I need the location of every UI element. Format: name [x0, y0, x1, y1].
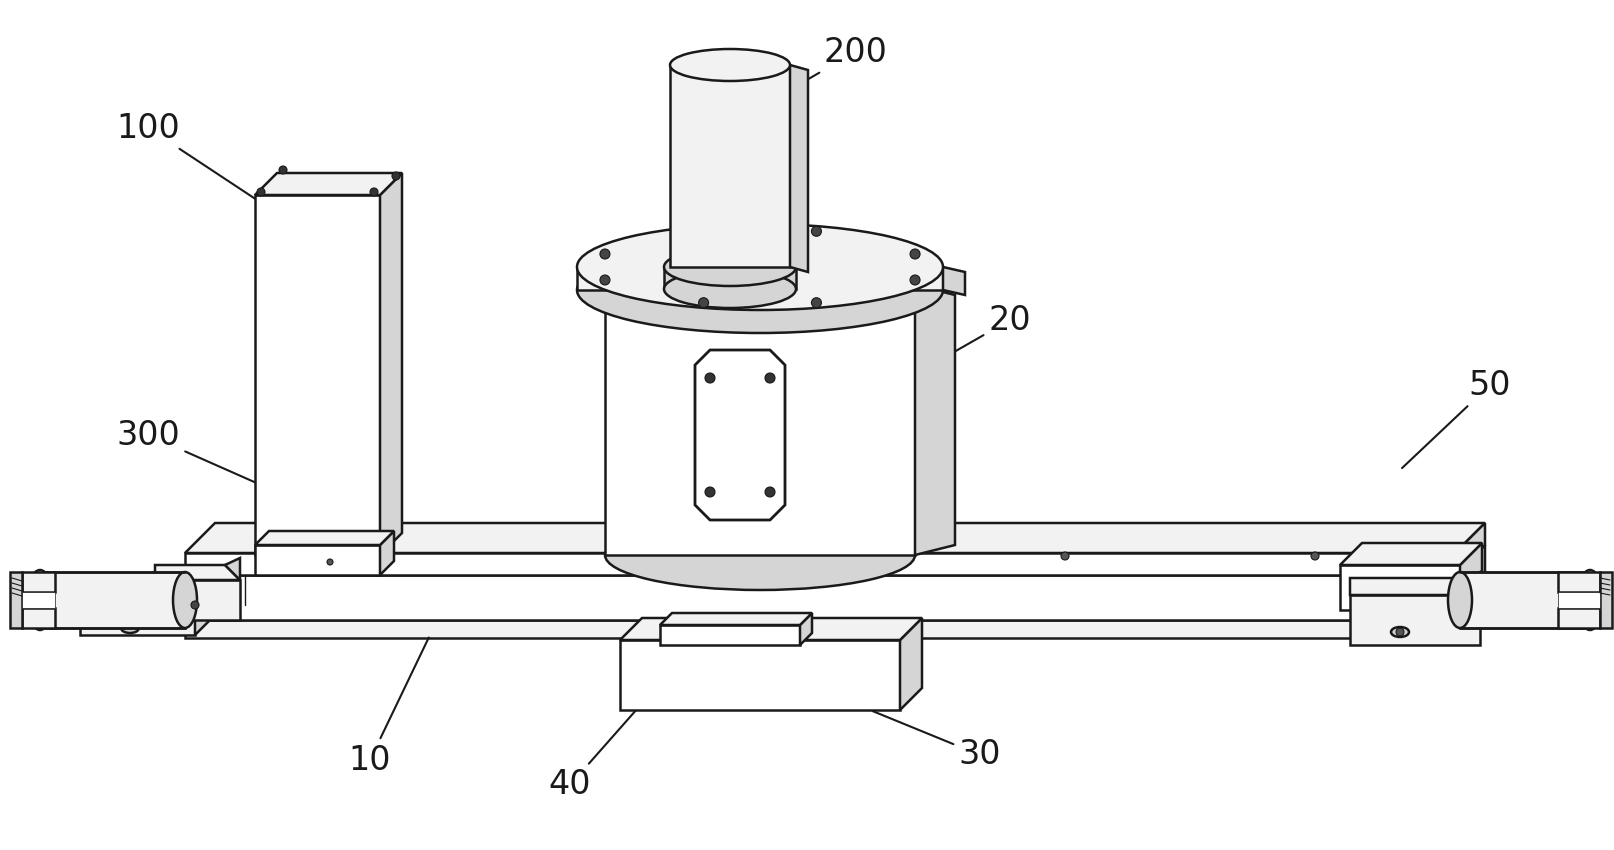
Ellipse shape [663, 248, 796, 286]
Text: 100: 100 [116, 111, 308, 234]
Circle shape [810, 298, 822, 308]
Polygon shape [255, 531, 394, 545]
Polygon shape [1599, 572, 1611, 628]
Polygon shape [1459, 543, 1482, 610]
Circle shape [370, 188, 378, 196]
Polygon shape [670, 65, 789, 267]
Polygon shape [255, 545, 379, 575]
Polygon shape [789, 65, 807, 272]
Polygon shape [605, 285, 915, 555]
Ellipse shape [576, 224, 943, 310]
Circle shape [705, 487, 715, 497]
Circle shape [699, 298, 709, 308]
Polygon shape [23, 592, 55, 608]
Polygon shape [1558, 608, 1599, 628]
Polygon shape [186, 575, 1454, 620]
Polygon shape [1454, 590, 1485, 638]
Polygon shape [195, 595, 210, 635]
Polygon shape [576, 267, 943, 290]
Ellipse shape [605, 250, 915, 320]
Circle shape [257, 188, 265, 196]
Polygon shape [799, 613, 812, 645]
Polygon shape [620, 618, 922, 640]
Ellipse shape [670, 251, 789, 283]
Polygon shape [943, 267, 965, 295]
Polygon shape [23, 608, 55, 628]
Circle shape [326, 559, 332, 565]
Ellipse shape [1577, 572, 1601, 628]
Circle shape [392, 172, 400, 180]
Circle shape [909, 249, 920, 259]
Polygon shape [1454, 545, 1485, 620]
Polygon shape [1340, 565, 1459, 610]
Circle shape [190, 601, 199, 609]
Polygon shape [186, 545, 1485, 575]
Ellipse shape [663, 270, 796, 308]
Polygon shape [694, 350, 784, 520]
Polygon shape [186, 620, 1454, 638]
Polygon shape [620, 640, 899, 710]
Polygon shape [81, 610, 195, 635]
Polygon shape [1454, 523, 1485, 575]
Ellipse shape [27, 570, 53, 630]
Ellipse shape [1448, 572, 1470, 628]
Polygon shape [1340, 543, 1482, 565]
Circle shape [699, 226, 709, 236]
Polygon shape [155, 580, 240, 620]
Polygon shape [660, 625, 799, 645]
Circle shape [909, 275, 920, 285]
Polygon shape [379, 531, 394, 575]
Polygon shape [1459, 572, 1590, 628]
Polygon shape [1349, 578, 1478, 595]
Polygon shape [660, 613, 812, 625]
Polygon shape [1464, 572, 1478, 595]
Text: 200: 200 [757, 36, 886, 109]
Circle shape [765, 373, 775, 383]
Polygon shape [663, 267, 796, 289]
Polygon shape [899, 618, 922, 710]
Circle shape [599, 275, 610, 285]
Polygon shape [1558, 592, 1599, 608]
Ellipse shape [670, 49, 789, 81]
Ellipse shape [1390, 627, 1407, 637]
Text: 30: 30 [872, 711, 1001, 772]
Polygon shape [186, 590, 1485, 620]
Ellipse shape [27, 572, 52, 628]
Circle shape [1060, 552, 1068, 560]
Polygon shape [40, 572, 186, 628]
Polygon shape [23, 572, 55, 592]
Circle shape [362, 552, 368, 560]
Polygon shape [379, 173, 402, 555]
Circle shape [1394, 628, 1403, 636]
Polygon shape [186, 553, 1454, 575]
Polygon shape [1558, 572, 1599, 592]
Polygon shape [915, 285, 954, 555]
Text: 10: 10 [349, 638, 429, 777]
Polygon shape [1349, 595, 1478, 645]
Text: 300: 300 [116, 418, 292, 499]
Circle shape [765, 487, 775, 497]
Polygon shape [81, 595, 210, 610]
Ellipse shape [605, 520, 915, 590]
Circle shape [810, 226, 822, 236]
Circle shape [705, 373, 715, 383]
Circle shape [279, 166, 287, 174]
Ellipse shape [173, 572, 197, 628]
Ellipse shape [121, 623, 139, 633]
Text: 20: 20 [872, 303, 1031, 399]
Polygon shape [10, 572, 23, 628]
Text: 50: 50 [1401, 369, 1511, 468]
Polygon shape [255, 173, 402, 195]
Ellipse shape [576, 247, 943, 333]
Circle shape [710, 552, 718, 560]
Text: 40: 40 [549, 702, 642, 802]
Polygon shape [255, 195, 379, 555]
Polygon shape [155, 565, 240, 580]
Circle shape [599, 249, 610, 259]
Polygon shape [224, 558, 240, 580]
Ellipse shape [1575, 570, 1603, 630]
Circle shape [1311, 552, 1319, 560]
Polygon shape [186, 523, 1485, 553]
